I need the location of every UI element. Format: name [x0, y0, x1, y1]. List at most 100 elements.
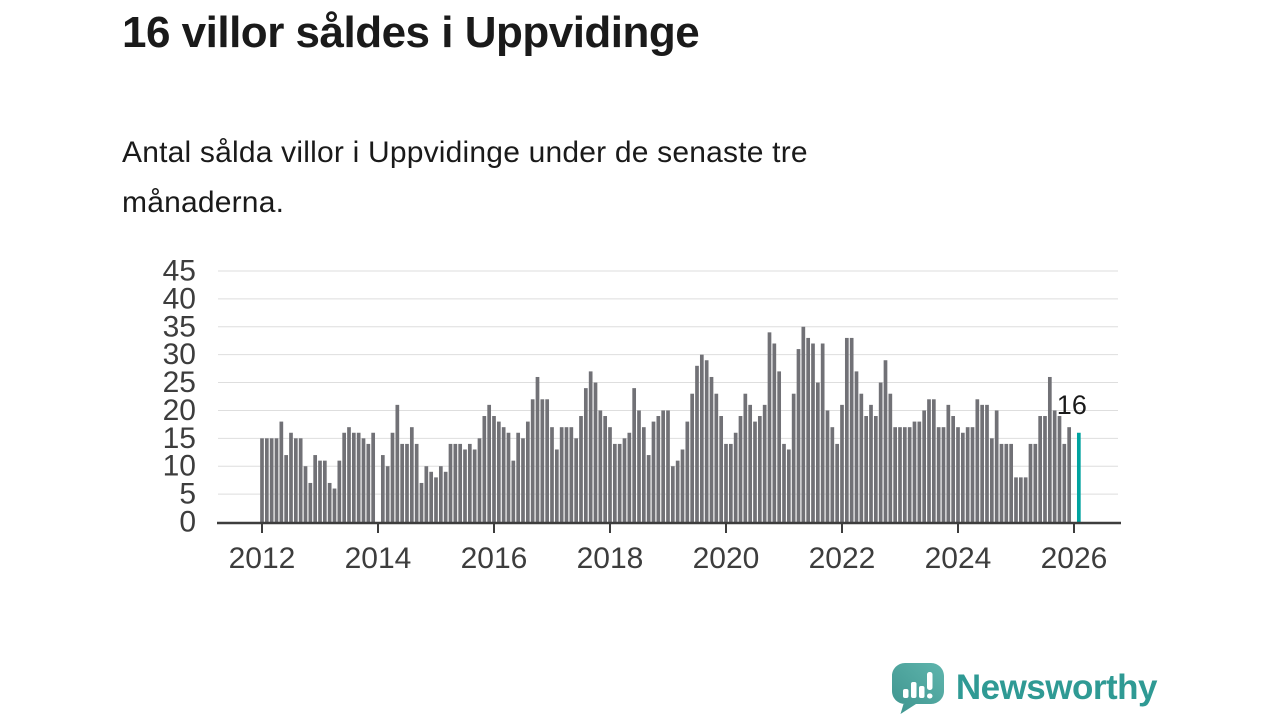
bar: [264, 438, 269, 522]
bar: [564, 427, 569, 522]
x-tick-label: 2012: [229, 542, 296, 575]
bar: [472, 449, 477, 522]
bar: [661, 410, 666, 522]
bar: [438, 466, 443, 522]
bar: [670, 466, 675, 522]
x-tick-label: 2020: [693, 542, 760, 575]
subtitle-line-2: månaderna.: [122, 186, 285, 219]
bar: [385, 466, 390, 522]
newsworthy-logo-text: Newsworthy: [955, 668, 1158, 707]
bar: [1004, 443, 1009, 522]
x-tick-label: 2026: [1041, 542, 1108, 575]
y-tick-label: 25: [163, 366, 196, 399]
bar: [666, 410, 670, 522]
bar: [554, 449, 559, 522]
bar: [443, 471, 448, 522]
bar: [405, 443, 409, 522]
bar: [695, 365, 699, 522]
y-tick-label: 45: [163, 254, 196, 287]
bar: [318, 460, 322, 522]
bar: [811, 343, 815, 522]
bar: [888, 393, 893, 522]
bar: [366, 443, 371, 522]
bar: [912, 421, 917, 522]
y-tick-label: 40: [163, 282, 196, 315]
bar: [1023, 477, 1028, 522]
bar: [738, 416, 743, 522]
bar: [322, 460, 327, 522]
bar: [492, 416, 496, 522]
bar: [467, 443, 472, 522]
bar: [293, 438, 298, 522]
bar: [612, 443, 617, 522]
bar: [1018, 477, 1023, 522]
y-tick-label: 5: [179, 478, 196, 511]
bar: [603, 416, 608, 522]
bar: [371, 432, 376, 522]
bar: [593, 382, 598, 522]
bar: [1047, 376, 1052, 522]
bar: [724, 443, 728, 522]
bar: [511, 460, 516, 522]
bar: [1043, 416, 1047, 522]
bar: [327, 482, 332, 522]
x-tick-label: 2014: [345, 542, 412, 575]
bar: [260, 438, 264, 522]
y-tick-label: 15: [163, 422, 196, 455]
bar: [873, 416, 878, 522]
bar: [448, 443, 453, 522]
bar: [298, 438, 303, 522]
highlighted-bar: [1076, 432, 1081, 522]
bar: [699, 354, 704, 522]
bar: [931, 399, 936, 522]
y-tick-label: 30: [163, 338, 196, 371]
logo-bar-icon: [910, 682, 917, 698]
bar: [356, 432, 361, 522]
bar: [1014, 477, 1018, 522]
bar: [777, 371, 782, 522]
bar: [806, 337, 811, 522]
bar: [864, 416, 869, 522]
subtitle-line-1: Antal sålda villor i Uppvidinge under de…: [122, 136, 808, 169]
bar: [617, 443, 622, 522]
bar: [1067, 427, 1072, 522]
bar: [487, 404, 492, 522]
bar: [569, 427, 574, 522]
bar: [337, 460, 342, 522]
bar: [1038, 416, 1043, 522]
bar: [608, 427, 612, 522]
bar: [279, 421, 284, 522]
bar: [627, 432, 632, 522]
bar: [994, 410, 999, 522]
bar: [477, 438, 482, 522]
bar: [347, 427, 351, 522]
bar: [380, 455, 385, 522]
bar: [622, 438, 627, 522]
bar: [907, 427, 912, 522]
bar: [342, 432, 347, 522]
bar: [728, 443, 733, 522]
newsworthy-logo: Newsworthy: [890, 662, 1158, 714]
bar: [313, 455, 318, 522]
bar: [424, 466, 429, 522]
bar: [733, 432, 738, 522]
bar: [506, 432, 511, 522]
bar: [796, 349, 801, 522]
latest-value-label: 16: [1057, 390, 1087, 420]
bar: [540, 399, 545, 522]
bar: [496, 421, 501, 522]
bar: [801, 326, 806, 522]
bar: [1009, 443, 1014, 522]
bar: [830, 427, 835, 522]
bar: [791, 393, 796, 522]
bar: [709, 376, 714, 522]
bar: [960, 432, 965, 522]
bar: [1028, 443, 1033, 522]
bar: [535, 376, 540, 522]
x-tick-label: 2018: [577, 542, 644, 575]
y-tick-label: 0: [179, 506, 196, 539]
bar: [849, 337, 854, 522]
bar: [743, 393, 748, 522]
bar: [308, 482, 313, 522]
